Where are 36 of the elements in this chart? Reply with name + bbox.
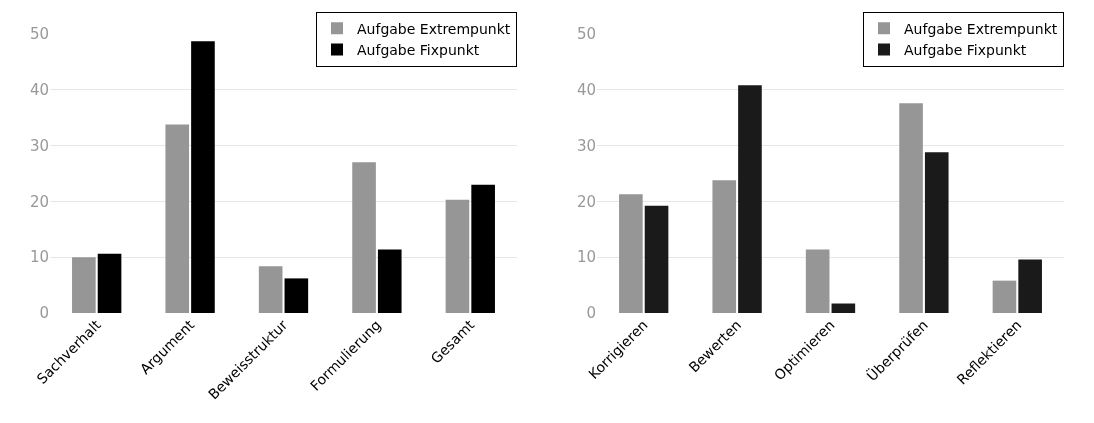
y-tick-label: 20 <box>576 192 596 211</box>
y-tick-label: 40 <box>576 81 596 100</box>
bar <box>619 194 643 313</box>
bar <box>899 103 923 313</box>
y-tick-label: 30 <box>29 136 49 155</box>
bar <box>72 257 96 313</box>
bar <box>992 280 1017 313</box>
legend-label: Aufgabe Fixpunkt <box>904 41 1027 58</box>
legend-label: Aufgabe Extrempunkt <box>357 20 511 37</box>
bar <box>924 152 949 313</box>
bar <box>165 124 190 313</box>
bar <box>97 253 122 313</box>
legend-label: Aufgabe Extrempunkt <box>904 20 1058 37</box>
bar <box>191 41 215 313</box>
legend-label: Aufgabe Fixpunkt <box>357 41 480 58</box>
y-tick-label: 0 <box>586 304 596 323</box>
y-tick-label: 30 <box>576 136 596 155</box>
y-tick-label: 10 <box>29 248 49 267</box>
bar <box>377 249 402 313</box>
bar <box>352 162 376 313</box>
y-tick-label: 0 <box>39 304 49 323</box>
bar <box>738 85 762 313</box>
bar <box>284 278 309 313</box>
bar <box>471 184 495 313</box>
bar <box>258 266 283 313</box>
y-tick-label: 20 <box>29 192 49 211</box>
y-tick-label: 10 <box>576 248 596 267</box>
bar <box>644 205 669 313</box>
y-tick-label: 50 <box>29 25 49 44</box>
y-tick-label: 40 <box>29 81 49 100</box>
y-tick-label: 50 <box>576 25 596 44</box>
bar <box>445 199 470 313</box>
bar <box>831 303 856 313</box>
bar <box>1018 259 1042 313</box>
bar <box>805 249 830 313</box>
bar <box>712 180 737 313</box>
